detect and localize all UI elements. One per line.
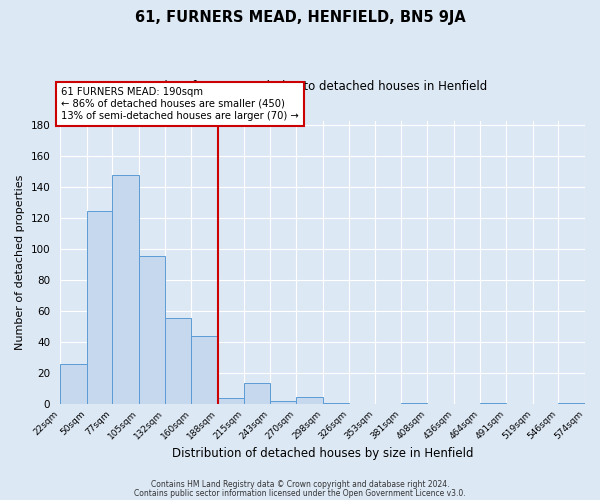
Bar xyxy=(401,403,427,404)
Text: Contains HM Land Registry data © Crown copyright and database right 2024.: Contains HM Land Registry data © Crown c… xyxy=(151,480,449,489)
Bar xyxy=(164,318,191,404)
Bar xyxy=(86,210,112,404)
Bar xyxy=(270,402,296,404)
Bar xyxy=(244,383,270,404)
Y-axis label: Number of detached properties: Number of detached properties xyxy=(15,175,25,350)
Bar xyxy=(139,256,164,404)
Text: Contains public sector information licensed under the Open Government Licence v3: Contains public sector information licen… xyxy=(134,488,466,498)
Bar xyxy=(112,175,139,404)
Title: Size of property relative to detached houses in Henfield: Size of property relative to detached ho… xyxy=(157,80,488,93)
Text: 61 FURNERS MEAD: 190sqm
← 86% of detached houses are smaller (450)
13% of semi-d: 61 FURNERS MEAD: 190sqm ← 86% of detache… xyxy=(61,88,299,120)
X-axis label: Distribution of detached houses by size in Henfield: Distribution of detached houses by size … xyxy=(172,447,473,460)
Bar xyxy=(191,336,218,404)
Bar xyxy=(323,403,349,404)
Bar xyxy=(218,398,244,404)
Bar xyxy=(559,403,585,404)
Bar xyxy=(481,403,506,404)
Text: 61, FURNERS MEAD, HENFIELD, BN5 9JA: 61, FURNERS MEAD, HENFIELD, BN5 9JA xyxy=(134,10,466,25)
Bar xyxy=(296,396,323,404)
Bar xyxy=(60,364,86,405)
